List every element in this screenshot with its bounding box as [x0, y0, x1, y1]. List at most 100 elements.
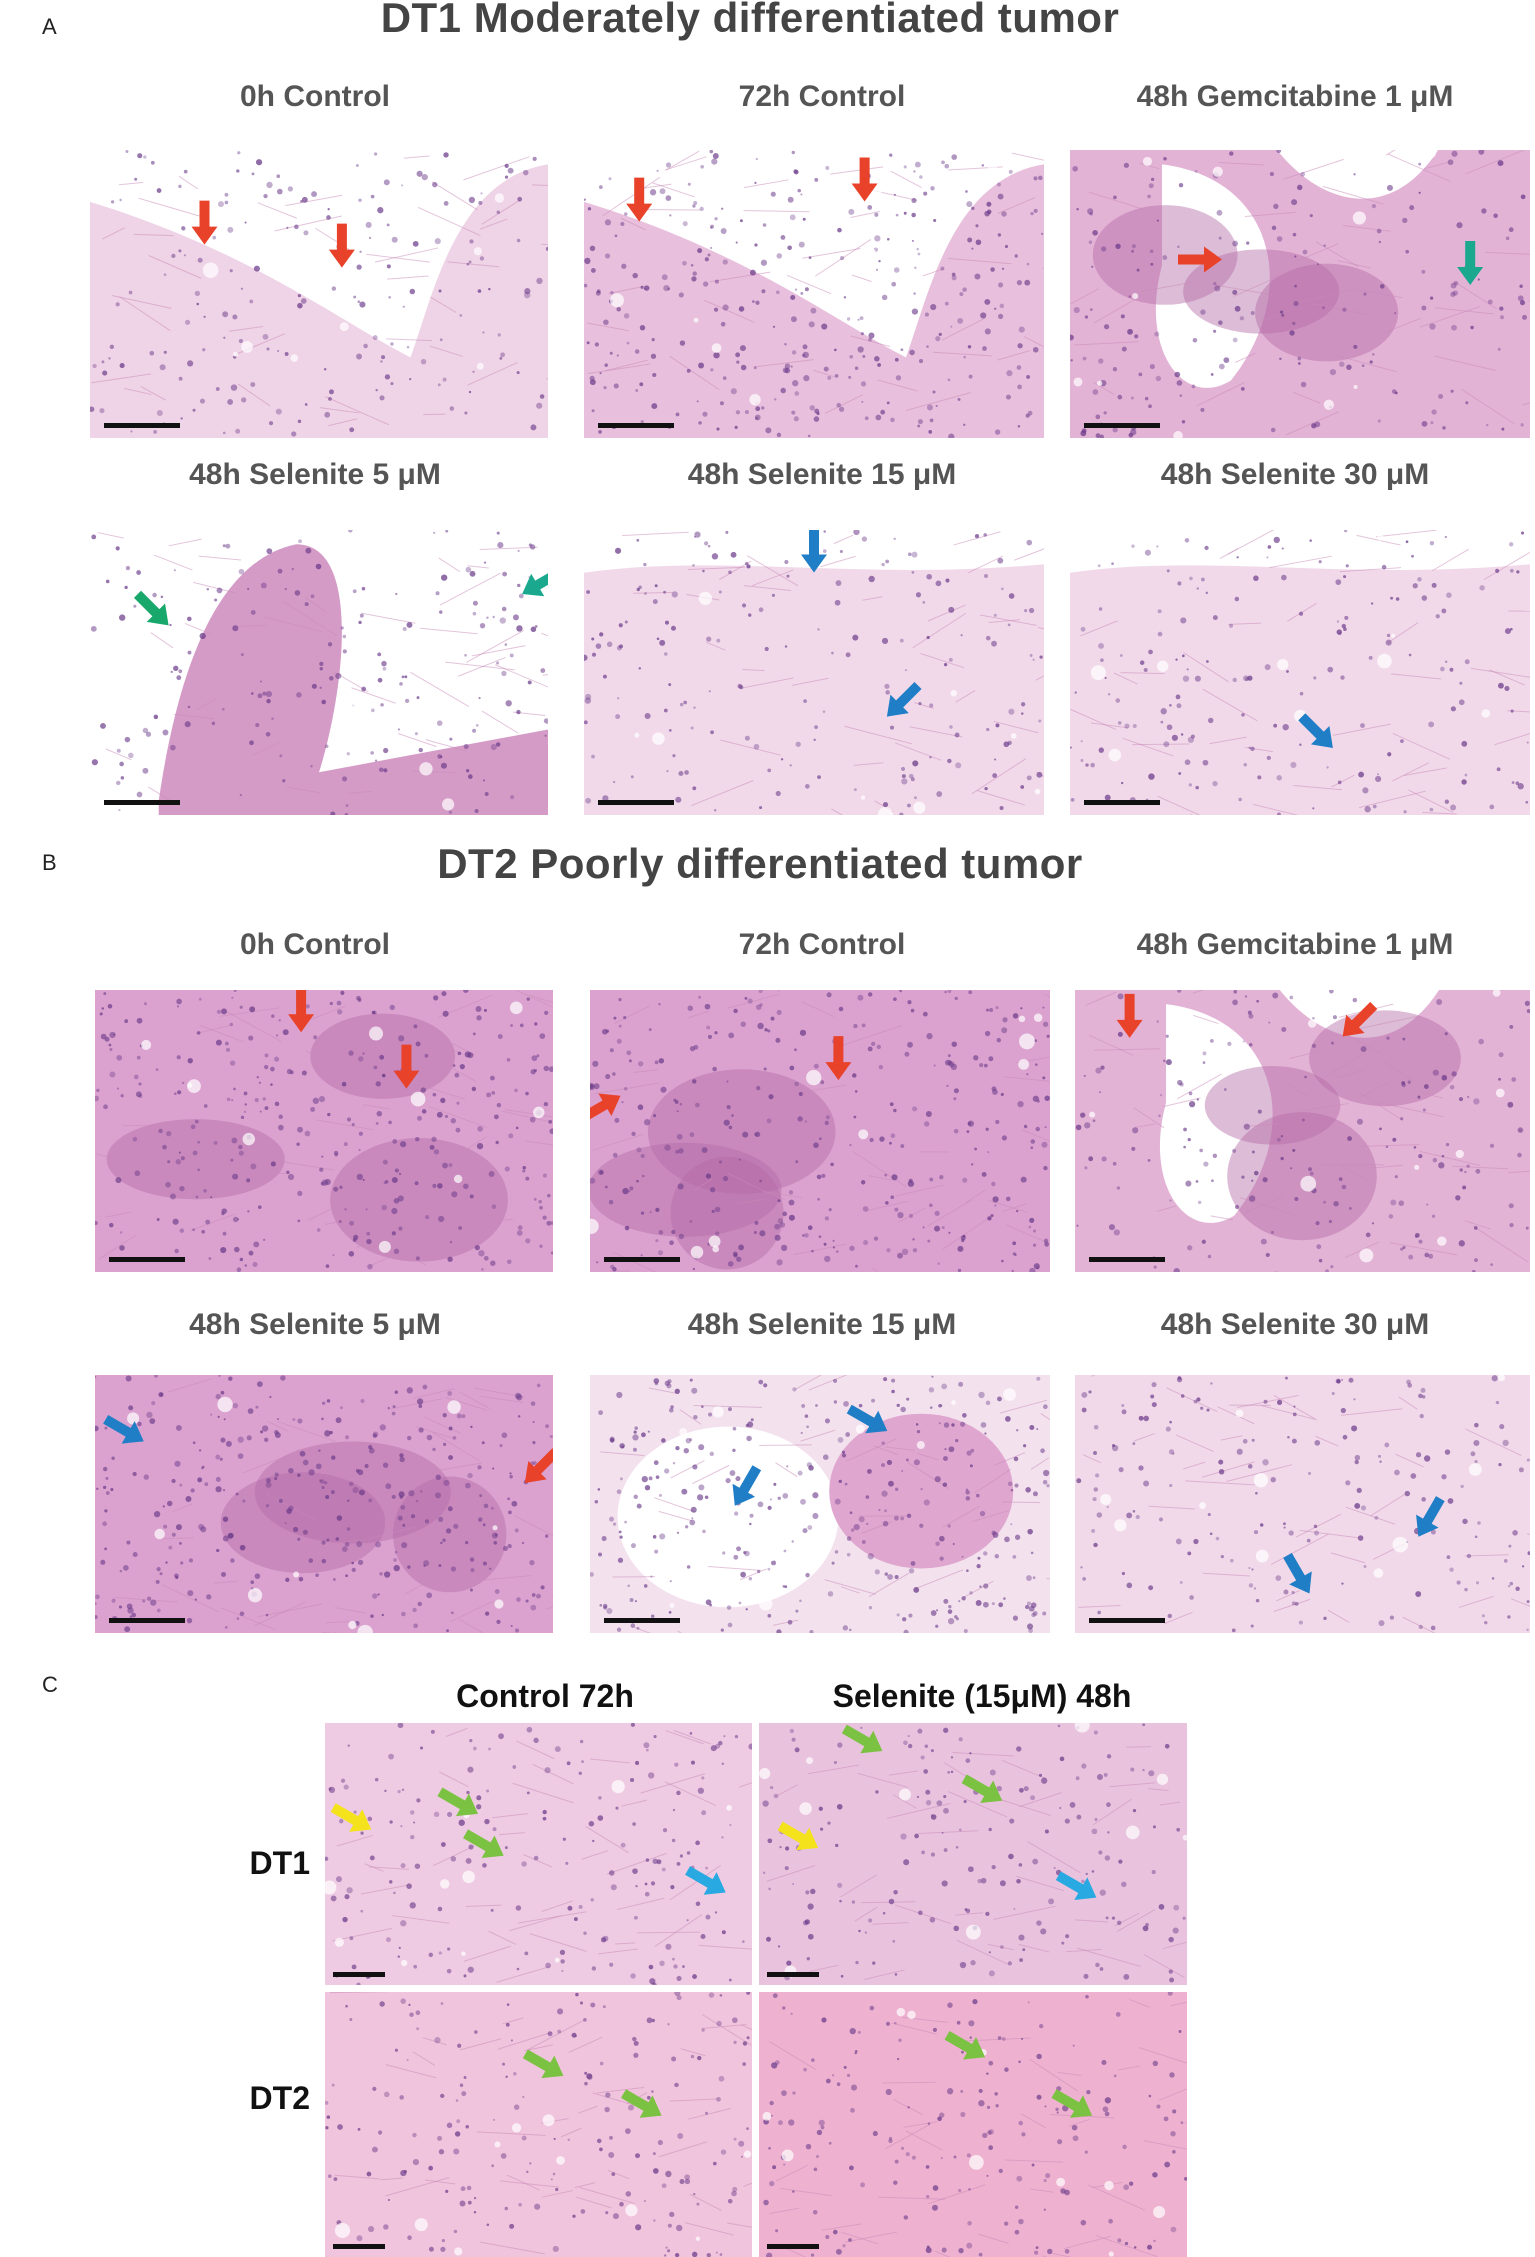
tissue-background — [590, 990, 1050, 1272]
micrograph-a-selenite-15 — [584, 530, 1044, 815]
tissue-background — [1070, 530, 1530, 815]
tumor-nest — [106, 1119, 285, 1200]
annotation-arrow-icon — [1457, 240, 1484, 285]
annotation-arrow-icon — [1416, 1496, 1445, 1537]
panel-c-row-dt2: DT2 — [249, 2080, 310, 2116]
annotation-arrow-icon — [621, 2089, 662, 2118]
annotation-arrow-icon — [437, 1787, 479, 1817]
panel-a-label-0h-control: 0h Control — [240, 80, 390, 113]
tumor-nest — [670, 1156, 784, 1270]
tumor-nest — [1204, 1066, 1341, 1145]
micrograph-b-selenite-30 — [1075, 1375, 1530, 1633]
annotation-arrow-icon — [288, 990, 315, 1033]
scale-bar — [109, 1257, 185, 1262]
panel-c-col-control: Control 72h — [456, 1678, 634, 1714]
scale-bar — [333, 1972, 385, 1977]
tissue-background — [95, 990, 553, 1272]
annotation-arrow-icon — [851, 157, 878, 202]
tumor-nest — [647, 1069, 836, 1194]
necrotic-cavity — [617, 1426, 839, 1608]
micrograph-b-0h-control — [95, 990, 553, 1272]
annotation-arrow-icon — [1051, 2089, 1093, 2118]
annotation-arrow-icon — [393, 1044, 420, 1089]
panel-a-title: DT1 Moderately differentiated tumor — [380, 0, 1120, 41]
panel-b-title: DT2 Poorly differentiated tumor — [437, 840, 1083, 887]
scale-bar — [604, 1618, 680, 1623]
scale-bar — [767, 2244, 819, 2249]
panel-b-letter: B — [42, 850, 57, 875]
tissue-background — [584, 530, 1044, 815]
tumor-nest — [1092, 205, 1238, 305]
annotation-arrow-icon — [1342, 1001, 1378, 1037]
annotation-arrow-icon — [685, 1866, 726, 1895]
scale-bar — [1089, 1618, 1165, 1623]
tumor-nest — [392, 1476, 507, 1593]
annotation-arrow-icon — [330, 1803, 372, 1832]
panel-a-label-selenite-30: 48h Selenite 30 μM — [1160, 458, 1430, 491]
scale-bar — [767, 1972, 819, 1977]
annotation-arrow-icon — [841, 1724, 883, 1754]
tissue-background — [325, 1992, 752, 2257]
annotation-arrow-icon — [825, 1036, 852, 1081]
panel-a-label-gemcitabine: 48h Gemcitabine 1 μM — [1136, 80, 1454, 113]
micrograph-b-selenite-15 — [590, 1375, 1050, 1633]
scale-bar — [1084, 800, 1160, 805]
micrograph-a-selenite-5 — [90, 530, 548, 815]
micrograph-a-0h-control — [90, 150, 548, 438]
panel-c-row-dt1: DT1 — [249, 1845, 310, 1881]
annotation-arrow-icon — [524, 1448, 553, 1483]
scale-bar — [1084, 423, 1160, 428]
tumor-nest — [1255, 263, 1399, 362]
micrograph-a-72h-control — [584, 150, 1044, 438]
annotation-arrow-icon — [1055, 1871, 1097, 1900]
papilla-tissue — [158, 544, 548, 815]
micrograph-c-dt2-control — [325, 1992, 752, 2257]
tumor-nest — [220, 1472, 386, 1574]
panel-a-letter: A — [42, 14, 57, 39]
annotation-arrow-icon — [961, 1774, 1003, 1803]
tumor-nest — [829, 1413, 1014, 1569]
micrograph-c-dt1-selenite — [759, 1723, 1187, 1985]
lumen-space — [584, 150, 1044, 358]
scale-bar — [333, 2244, 385, 2249]
annotation-arrow-icon — [103, 1415, 144, 1444]
panel-b-label-selenite-15: 48h Selenite 15 μM — [687, 1308, 957, 1341]
annotation-arrow-icon — [328, 223, 355, 268]
scale-bar — [104, 423, 180, 428]
panel-b-label-72h-control: 72h Control — [738, 928, 906, 961]
annotation-arrow-icon — [1298, 713, 1333, 748]
scale-bar — [109, 1618, 185, 1623]
lumen-space — [1155, 164, 1270, 388]
panel-a-label-selenite-5: 48h Selenite 5 μM — [189, 458, 441, 491]
annotation-arrow-icon — [1116, 993, 1143, 1038]
annotation-arrow-icon — [1283, 1552, 1312, 1594]
scale-bar — [104, 800, 180, 805]
annotation-arrow-icon — [590, 1093, 621, 1123]
annotation-arrow-icon — [801, 530, 827, 573]
micrograph-b-72h-control — [590, 990, 1050, 1272]
lumen-space — [1159, 1004, 1273, 1223]
panel-a-label-selenite-15: 48h Selenite 15 μM — [687, 458, 957, 491]
annotation-arrow-icon — [846, 1404, 888, 1434]
annotation-arrow-icon — [133, 590, 169, 626]
annotation-arrow-icon — [1178, 246, 1222, 273]
scale-bar — [598, 800, 674, 805]
annotation-arrow-icon — [886, 681, 922, 717]
annotation-arrow-icon — [522, 567, 548, 597]
tissue-background — [759, 1723, 1187, 1985]
panel-b-label-gemcitabine: 48h Gemcitabine 1 μM — [1136, 928, 1454, 961]
annotation-arrow-icon — [777, 1821, 819, 1851]
micrograph-b-selenite-5 — [95, 1375, 553, 1633]
tissue-background — [1075, 990, 1530, 1272]
micrograph-a-gemcitabine — [1070, 150, 1530, 438]
scale-bar — [1089, 1257, 1165, 1262]
panel-b-label-selenite-5: 48h Selenite 5 μM — [189, 1308, 441, 1341]
tissue-background — [1070, 150, 1530, 438]
panel-b-label-selenite-30: 48h Selenite 30 μM — [1160, 1308, 1430, 1341]
annotation-arrow-icon — [522, 2049, 564, 2079]
panel-a-label-72h-control: 72h Control — [738, 80, 906, 113]
micrograph-b-gemcitabine — [1075, 990, 1530, 1272]
annotation-arrow-icon — [732, 1465, 762, 1506]
annotation-arrow-icon — [944, 2030, 986, 2060]
scale-bar — [598, 423, 674, 428]
